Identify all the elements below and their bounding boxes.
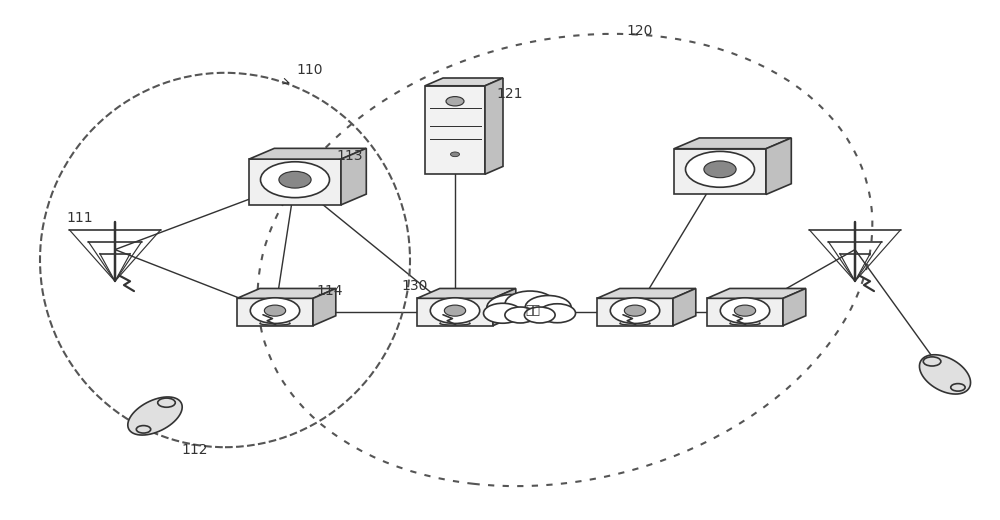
Circle shape	[250, 298, 300, 323]
Circle shape	[505, 291, 555, 317]
Circle shape	[430, 298, 480, 323]
Polygon shape	[417, 298, 493, 326]
Text: 114: 114	[317, 284, 343, 298]
Polygon shape	[485, 78, 503, 174]
Circle shape	[951, 384, 965, 391]
Polygon shape	[249, 148, 366, 159]
Polygon shape	[919, 355, 971, 394]
Circle shape	[264, 305, 286, 316]
Circle shape	[624, 305, 646, 316]
Circle shape	[446, 97, 464, 106]
Text: 130: 130	[402, 279, 428, 293]
Polygon shape	[597, 289, 696, 298]
Circle shape	[923, 357, 941, 366]
Polygon shape	[341, 148, 366, 205]
Text: 网络: 网络	[526, 304, 540, 317]
Circle shape	[158, 398, 175, 407]
Circle shape	[734, 305, 756, 316]
Text: 113: 113	[337, 149, 363, 163]
Polygon shape	[597, 298, 673, 326]
Polygon shape	[425, 78, 503, 86]
Text: 110: 110	[297, 63, 323, 77]
Polygon shape	[313, 289, 336, 326]
Circle shape	[484, 303, 522, 323]
Text: 111: 111	[67, 212, 93, 225]
Polygon shape	[128, 397, 182, 435]
Polygon shape	[237, 298, 313, 326]
Polygon shape	[766, 138, 791, 194]
Circle shape	[505, 307, 536, 323]
Polygon shape	[425, 86, 485, 174]
Circle shape	[610, 298, 660, 323]
Circle shape	[704, 161, 736, 178]
Circle shape	[260, 162, 330, 198]
Polygon shape	[674, 138, 791, 149]
Polygon shape	[493, 289, 516, 326]
Circle shape	[720, 298, 770, 323]
Polygon shape	[707, 289, 806, 298]
Text: 121: 121	[497, 87, 523, 100]
Text: 112: 112	[182, 443, 208, 457]
Circle shape	[279, 171, 311, 188]
Circle shape	[539, 304, 576, 323]
Polygon shape	[783, 289, 806, 326]
Polygon shape	[417, 289, 516, 298]
Polygon shape	[249, 159, 341, 205]
Circle shape	[525, 295, 571, 319]
Polygon shape	[237, 289, 336, 298]
Circle shape	[487, 294, 537, 320]
Circle shape	[686, 151, 755, 187]
Polygon shape	[707, 298, 783, 326]
Circle shape	[136, 425, 151, 433]
Circle shape	[444, 305, 466, 316]
Circle shape	[524, 307, 555, 323]
Text: 120: 120	[627, 24, 653, 38]
Polygon shape	[673, 289, 696, 326]
Circle shape	[450, 152, 460, 157]
Polygon shape	[674, 149, 766, 194]
